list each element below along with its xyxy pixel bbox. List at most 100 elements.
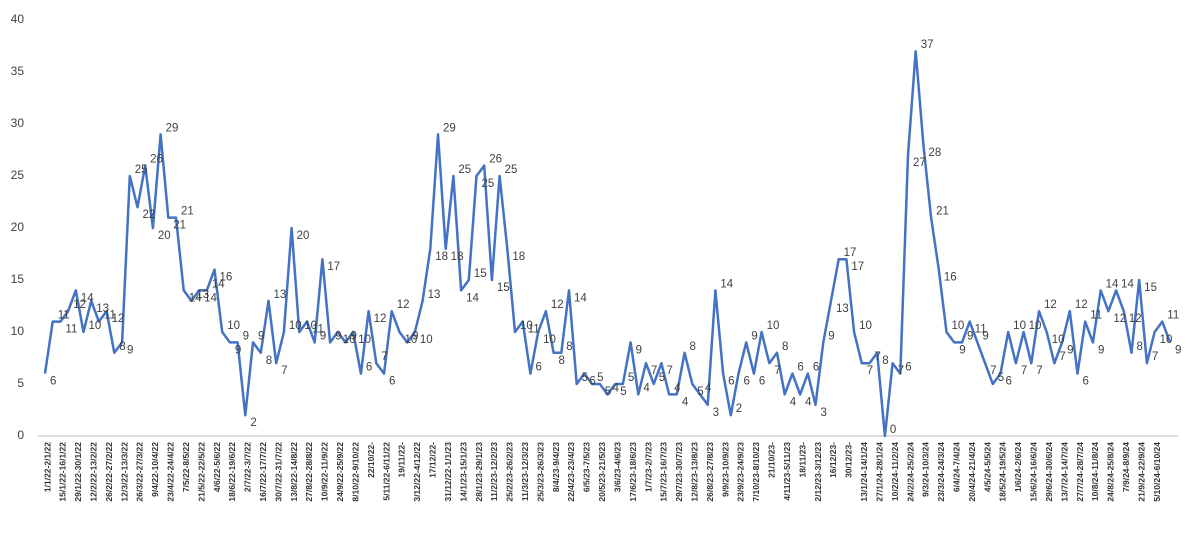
data-label: 10 (304, 320, 317, 332)
data-label: 14 (204, 292, 217, 304)
x-tick-label: 27/8/22-28/8/22 (304, 442, 314, 502)
data-label: 6 (389, 376, 395, 388)
x-tick-label: 30/7/22-31/7/22 (273, 442, 283, 502)
data-label: 6 (366, 362, 372, 374)
x-tick-label: 22/4/23-23/4/23 (566, 442, 576, 502)
data-label: 7 (1152, 351, 1158, 363)
data-label: 5 (582, 372, 588, 384)
data-label: 7 (898, 365, 904, 377)
data-label: 16 (220, 272, 233, 284)
x-tick-label: 15/1/22-16/1/22 (58, 442, 68, 502)
data-label: 9 (243, 330, 249, 342)
x-tick-label: 17/12/22- (428, 442, 438, 478)
data-label: 12 (112, 313, 125, 325)
x-tick-label: 13/1/24-14/1/24 (859, 442, 869, 502)
data-label: 4 (613, 382, 620, 394)
data-label: 11 (975, 324, 987, 336)
data-label: 28 (928, 147, 941, 159)
x-tick-label: 13/7/24-14/7/24 (1059, 442, 1069, 502)
data-label: 4 (705, 382, 712, 394)
x-tick-label: 19/11/22- (397, 442, 407, 478)
data-label: 37 (921, 39, 934, 51)
data-label: 5 (620, 386, 626, 398)
data-label: 4 (682, 396, 689, 408)
y-tick-label: 10 (11, 324, 25, 338)
data-label: 10 (227, 320, 240, 332)
data-label: 9 (1067, 344, 1073, 356)
x-tick-label: 4/11/23-5/11/23 (782, 442, 792, 501)
data-label: 15 (497, 282, 510, 294)
data-label: 7 (867, 365, 873, 377)
data-label: 25 (458, 164, 471, 176)
x-tick-label: 12/3/22-13/3/22 (119, 442, 129, 502)
x-tick-label: 7/9/24-8/9/24 (1121, 442, 1131, 492)
x-tick-label: 9/3/24-10/3/24 (921, 442, 931, 497)
x-tick-label: 15/7/23-16/7/23 (659, 442, 669, 502)
x-tick-label: 22/10/22- (366, 442, 376, 478)
data-label: 13 (428, 289, 441, 301)
x-tick-label: 10/9/22-11/9/22 (320, 442, 330, 501)
x-tick-label: 23/3/24-24/3/24 (936, 442, 946, 502)
x-tick-label: 2/12/23-3/12/23 (813, 442, 823, 502)
x-tick-label: 1/7/23-2/7/23 (643, 442, 653, 492)
data-label: 14 (1121, 278, 1134, 290)
data-label: 10 (89, 320, 102, 332)
data-label: 7 (281, 365, 287, 377)
x-tick-label: 23/4/22-24/4/22 (166, 442, 176, 502)
data-label: 12 (1113, 313, 1126, 325)
data-label: 10 (1052, 334, 1065, 346)
data-label: 6 (728, 376, 734, 388)
x-tick-label: 12/8/23-13/8/23 (690, 442, 700, 502)
data-label: 9 (320, 330, 326, 342)
data-label: 9 (982, 330, 988, 342)
x-tick-label: 24/2/24-25/2/24 (905, 442, 915, 502)
data-label: 7 (1036, 365, 1042, 377)
x-tick-label: 1/1/22-2/1/22 (42, 442, 52, 492)
data-label: 13 (196, 289, 209, 301)
data-label: 8 (559, 355, 565, 367)
x-tick-label: 5/11/22-6/11/22 (381, 442, 391, 501)
x-tick-label: 2/7/22-3/7/22 (243, 442, 253, 492)
data-label: 6 (1005, 376, 1011, 388)
data-label: 18 (512, 251, 525, 263)
x-tick-label: 8/4/23-9/4/23 (551, 442, 561, 492)
data-label: 21 (181, 206, 194, 218)
data-label: 10 (343, 334, 356, 346)
data-label: 10 (289, 320, 302, 332)
data-label: 9 (1175, 344, 1181, 356)
data-label: 13 (836, 303, 849, 315)
data-label: 6 (813, 362, 819, 374)
x-tick-label: 9/4/22-10/4/22 (150, 442, 160, 497)
data-label: 11 (1167, 310, 1179, 322)
data-label: 9 (967, 330, 973, 342)
data-label: 11 (312, 324, 324, 336)
data-label: 6 (535, 362, 541, 374)
data-label: 10 (404, 334, 417, 346)
data-label: 20 (158, 230, 171, 242)
data-label: 27 (913, 157, 926, 169)
y-tick-label: 0 (17, 428, 24, 442)
data-label: 3 (821, 407, 827, 419)
data-label: 7 (651, 365, 657, 377)
data-label: 6 (1083, 376, 1089, 388)
data-label: 5 (998, 372, 1004, 384)
data-label: 9 (127, 344, 133, 356)
x-tick-label: 29/1/22-30/1/22 (73, 442, 83, 502)
x-tick-label: 29/6/24-30/6/24 (1044, 442, 1054, 502)
data-label: 15 (474, 268, 487, 280)
data-label: 11 (58, 310, 70, 322)
data-label: 6 (797, 362, 803, 374)
data-label: 9 (828, 330, 834, 342)
data-label: 14 (466, 292, 479, 304)
data-label: 25 (482, 178, 495, 190)
x-tick-label: 10/2/24-11/2/24 (890, 442, 900, 501)
data-label: 0 (890, 424, 896, 436)
data-label: 17 (844, 247, 857, 259)
data-label: 3 (713, 407, 719, 419)
y-tick-label: 30 (11, 116, 25, 130)
x-tick-label: 21/9/24-22/9/24 (1136, 442, 1146, 502)
data-label: 4 (790, 396, 797, 408)
x-tick-label: 18/5/24-19/5/24 (998, 442, 1008, 502)
data-label: 10 (520, 320, 533, 332)
data-label: 12 (1075, 299, 1088, 311)
